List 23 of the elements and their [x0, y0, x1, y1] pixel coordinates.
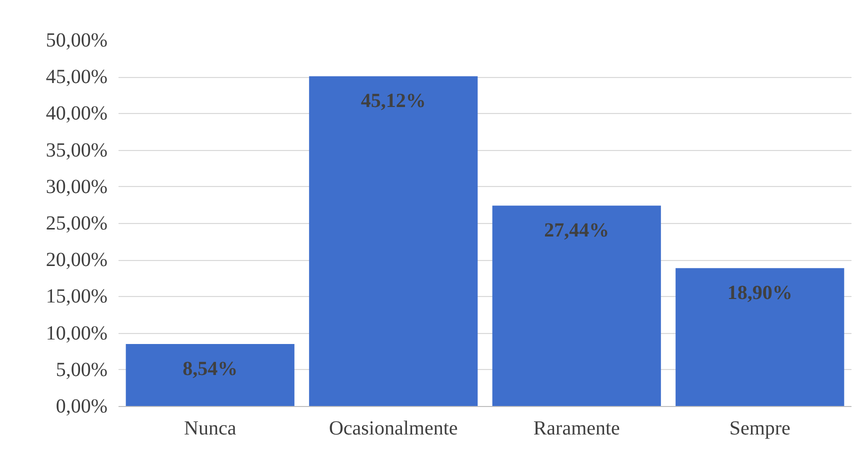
y-tick-label: 45,00%	[46, 66, 108, 88]
bar	[126, 344, 294, 406]
y-tick-label: 10,00%	[46, 322, 108, 344]
data-label: 27,44%	[544, 220, 610, 242]
bar	[492, 206, 661, 406]
x-tick-label: Raramente	[533, 418, 620, 440]
data-label: 18,90%	[727, 282, 792, 304]
data-label: 45,12%	[360, 90, 426, 112]
y-tick-label: 5,00%	[56, 358, 108, 381]
y-tick-label: 15,00%	[46, 286, 108, 308]
bar	[676, 268, 844, 406]
x-tick-label: Ocasionalmente	[328, 418, 458, 440]
x-tick-label: Nunca	[184, 418, 236, 440]
data-label: 8,54%	[182, 358, 238, 380]
y-tick-label: 20,00%	[46, 249, 108, 272]
y-tick-label: 0,00%	[56, 396, 108, 418]
y-tick-label: 50,00%	[46, 30, 108, 52]
x-tick-label: Sempre	[729, 418, 791, 440]
y-tick-label: 35,00%	[46, 139, 108, 162]
y-tick-label: 25,00%	[46, 212, 108, 234]
y-tick-label: 40,00%	[46, 102, 108, 125]
y-tick-label: 30,00%	[46, 176, 108, 198]
bar	[309, 76, 478, 406]
